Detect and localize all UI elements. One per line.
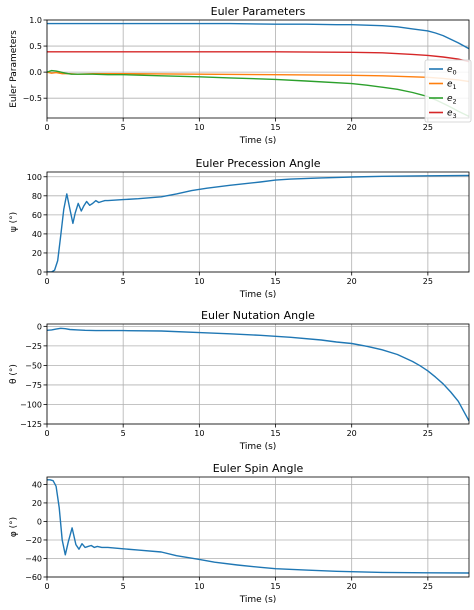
- y-tick-label: −0.5: [23, 94, 42, 103]
- chart-title: Euler Spin Angle: [213, 462, 304, 475]
- y-axis-label: ψ (°): [9, 212, 19, 232]
- y-tick-label: −125: [20, 420, 42, 429]
- legend: e0 e1 e2 e3: [424, 59, 472, 123]
- axes-frame: [46, 323, 470, 425]
- x-tick-label: 15: [270, 582, 280, 591]
- x-tick-label: 0: [44, 582, 49, 591]
- x-tick-label: 10: [194, 123, 204, 132]
- y-tick-label: 100: [27, 173, 42, 182]
- y-tick-label: −100: [20, 400, 42, 409]
- series-line-e1: [47, 71, 469, 83]
- y-tick-label: 1.0: [29, 16, 42, 25]
- y-tick-label: 0.0: [29, 68, 42, 77]
- legend-entry: e1: [447, 80, 457, 92]
- x-tick-label: 10: [194, 277, 204, 286]
- chart-title: Euler Precession Angle: [195, 157, 320, 170]
- y-tick-label: 20: [32, 499, 42, 508]
- y-tick-label: 40: [32, 230, 42, 239]
- y-tick-label: 40: [32, 480, 42, 489]
- y-tick-label: −25: [25, 342, 42, 351]
- y-tick-label: −60: [25, 573, 42, 582]
- y-tick-label: 80: [32, 192, 42, 201]
- chart-title: Euler Nutation Angle: [201, 309, 315, 322]
- y-tick-label: −75: [25, 381, 42, 390]
- y-tick-label: 0: [37, 517, 42, 526]
- x-tick-label: 25: [423, 123, 433, 132]
- chart-1: 0 5 10 15 20 25 0 20 40 60 80 100 Euler Precession A…: [9, 157, 470, 300]
- axes-frame: [46, 171, 470, 273]
- x-tick-label: 20: [347, 123, 357, 132]
- x-axis-label: Time (s): [239, 290, 277, 300]
- y-tick-label: 20: [32, 249, 42, 258]
- y-axis-label: Euler Parameters: [9, 30, 19, 108]
- series-line-0: [47, 174, 469, 272]
- axes-frame: [46, 476, 470, 578]
- chart-0: 0 5 10 15 20 25 −0.5 0.0 0.5 1.0 Euler Parameters T…: [9, 5, 472, 146]
- chart-2: 0 5 10 15 20 25 −125 −100 −75 −50 −25 0 Euler Nutati…: [9, 309, 470, 452]
- x-tick-label: 0: [44, 123, 49, 132]
- chart-title: Euler Parameters: [211, 5, 306, 18]
- x-tick-label: 20: [347, 582, 357, 591]
- x-tick-label: 15: [270, 429, 280, 438]
- y-tick-label: −40: [25, 554, 42, 563]
- series-line-e3: [47, 51, 469, 63]
- x-tick-label: 0: [44, 429, 49, 438]
- x-tick-label: 5: [121, 123, 126, 132]
- legend-entry: e2: [447, 94, 457, 106]
- y-axis-label: θ (°): [9, 364, 19, 384]
- x-tick-label: 5: [121, 277, 126, 286]
- x-tick-label: 25: [423, 429, 433, 438]
- x-axis-label: Time (s): [239, 442, 277, 452]
- x-tick-label: 20: [347, 277, 357, 286]
- series-line-0: [47, 479, 469, 574]
- x-axis-label: Time (s): [239, 595, 277, 605]
- x-tick-label: 15: [270, 277, 280, 286]
- y-tick-label: −50: [25, 361, 42, 370]
- legend-entry: e0: [447, 65, 457, 77]
- y-tick-label: −20: [25, 536, 42, 545]
- series-line-e2: [47, 69, 469, 118]
- y-tick-label: 0: [37, 268, 42, 277]
- y-tick-label: 0: [37, 322, 42, 331]
- x-axis-label: Time (s): [239, 136, 277, 146]
- chart-3: 0 5 10 15 20 25 −60 −40 −20 0 20 40 Euler Spin Angle…: [9, 462, 470, 605]
- x-tick-label: 0: [44, 277, 49, 286]
- x-tick-label: 5: [121, 582, 126, 591]
- series-line-e0: [47, 22, 469, 50]
- y-tick-label: 0.5: [29, 42, 42, 51]
- x-tick-label: 15: [270, 123, 280, 132]
- series-line-0: [47, 327, 469, 422]
- axes-frame: [46, 19, 470, 119]
- y-tick-label: 60: [32, 211, 42, 220]
- x-tick-label: 5: [121, 429, 126, 438]
- legend-entry: e3: [447, 109, 457, 121]
- x-tick-label: 25: [423, 277, 433, 286]
- y-axis-label: φ (°): [9, 517, 19, 537]
- x-tick-label: 10: [194, 429, 204, 438]
- x-tick-label: 25: [423, 582, 433, 591]
- x-tick-label: 20: [347, 429, 357, 438]
- x-tick-label: 10: [194, 582, 204, 591]
